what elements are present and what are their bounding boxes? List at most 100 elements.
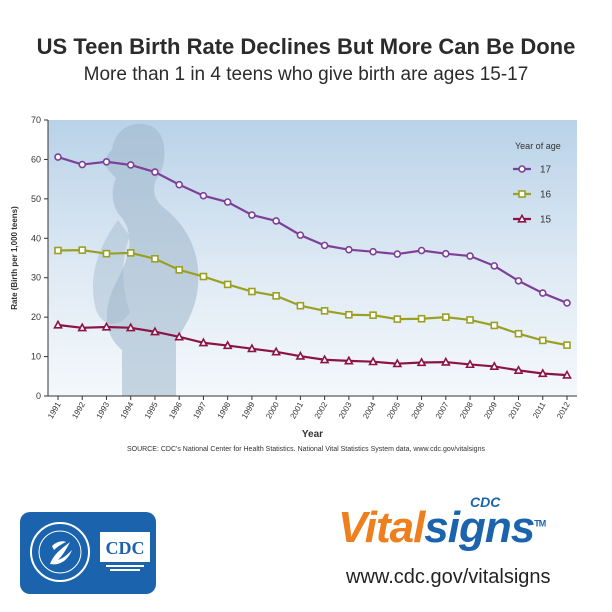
data-point-17: [175, 180, 183, 189]
data-point-15: [344, 355, 354, 365]
data-point-15: [198, 337, 209, 347]
x-tick-label: 2006: [410, 400, 427, 420]
data-point-15: [513, 365, 524, 374]
data-point-17: [442, 249, 450, 258]
x-axis-title: Year: [302, 429, 323, 440]
data-point-17: [393, 250, 402, 258]
x-tick-label: 2008: [458, 400, 475, 420]
y-tick-label: 20: [31, 312, 41, 322]
y-tick-label: 70: [31, 115, 41, 125]
x-tick-label: 2007: [434, 400, 451, 420]
data-point-16: [54, 246, 62, 255]
data-point-16: [223, 280, 232, 289]
footer-url-link[interactable]: www.cdc.gov/vitalsigns: [346, 566, 551, 588]
data-point-16: [538, 336, 547, 345]
series-16: [54, 246, 571, 349]
data-point-16: [175, 266, 183, 274]
series-line-17: [57, 156, 568, 304]
data-point-15: [440, 356, 451, 366]
x-tick-label: 2001: [288, 400, 305, 420]
vitalsigns-vital: Vital: [338, 503, 425, 552]
data-point-15: [392, 358, 403, 368]
data-point-16: [151, 254, 159, 263]
data-point-15: [562, 369, 572, 379]
trademark-mark: TM: [534, 518, 546, 529]
x-tick-label: 1997: [191, 400, 208, 420]
data-point-15: [416, 357, 427, 367]
data-point-16: [417, 314, 426, 323]
silhouette-arm: [92, 220, 130, 324]
x-tick-label: 1999: [240, 400, 257, 420]
data-point-16: [296, 301, 305, 310]
legend-item-15: 15: [513, 213, 552, 226]
data-point-15: [319, 354, 330, 364]
x-tick-label: 2010: [507, 400, 524, 420]
x-tick-label: 2012: [555, 400, 572, 420]
y-axis-title: Rate (Birth per 1,000 teens): [10, 206, 19, 310]
data-point-16: [466, 316, 474, 324]
data-point-17: [223, 198, 232, 206]
x-tick-label: 1996: [167, 400, 184, 420]
data-point-15: [174, 331, 185, 341]
data-point-17: [369, 247, 377, 256]
y-tick-label: 60: [31, 154, 41, 164]
cdc-logo-icon: CDC: [100, 532, 150, 574]
legend-label: 15: [540, 215, 552, 226]
x-tick-label: 2005: [385, 400, 402, 420]
data-point-17: [320, 241, 329, 250]
data-point-15: [271, 346, 281, 356]
legend-title: Year of age: [515, 141, 561, 151]
chart-subtitle: More than 1 in 4 teens who give birth ar…: [83, 64, 529, 85]
data-point-17: [345, 245, 353, 254]
data-point-17: [417, 246, 426, 255]
x-tick-label: 2004: [361, 400, 378, 420]
data-point-16: [345, 310, 353, 319]
data-point-15: [489, 361, 500, 371]
data-point-17: [102, 157, 111, 166]
data-point-15: [77, 322, 88, 332]
data-point-16: [199, 272, 208, 281]
data-point-17: [54, 153, 62, 161]
legend-item-16: 16: [513, 190, 552, 201]
hhs-cdc-logo-block[interactable]: CDC: [20, 512, 156, 594]
source-note: SOURCE: CDC's National Center for Health…: [127, 446, 485, 453]
x-tick-label: 2011: [531, 400, 548, 420]
data-point-15: [537, 368, 548, 378]
data-point-16: [514, 329, 523, 338]
data-point-16: [102, 249, 111, 258]
legend-item-17: 17: [513, 165, 552, 176]
x-tick-label: 1994: [119, 400, 136, 420]
data-point-17: [466, 252, 474, 260]
data-point-16: [78, 246, 87, 254]
data-point-17: [490, 262, 499, 270]
data-point-16: [126, 249, 135, 257]
x-tick-label: 2003: [337, 400, 354, 420]
data-point-15: [465, 359, 475, 369]
legend-swatch-marker: [517, 213, 527, 223]
chart-title: US Teen Birth Rate Declines But More Can…: [36, 34, 576, 59]
legend-swatch-marker: [518, 190, 526, 198]
x-tick-label: 1998: [216, 400, 233, 420]
data-point-16: [248, 287, 256, 296]
data-point-16: [442, 313, 450, 321]
vitalsigns-logo[interactable]: VitalsignsTM: [338, 503, 546, 553]
data-point-15: [368, 356, 378, 366]
series-17: [54, 153, 571, 307]
y-tick-label: 50: [31, 194, 41, 204]
x-tick-label: 2009: [482, 400, 499, 420]
data-point-17: [514, 277, 523, 285]
data-point-15: [295, 350, 306, 360]
series-line-16: [57, 249, 568, 347]
hhs-seal-icon: [30, 522, 90, 582]
x-tick-label: 2000: [264, 400, 281, 420]
data-point-15: [150, 326, 160, 336]
data-point-17: [78, 160, 87, 169]
vitalsigns-signs: signs: [424, 503, 535, 552]
x-tick-label: 1992: [70, 400, 87, 420]
line-chart: 0 10 20 30 40 50 60 70 1991 1992 1993 1994 1995 1996 1…: [10, 115, 577, 440]
cdc-logo-text: CDC: [106, 538, 145, 558]
data-point-16: [563, 341, 571, 349]
x-tick-label: 1993: [95, 400, 112, 420]
data-point-17: [272, 217, 280, 225]
legend-swatch-marker: [518, 165, 526, 173]
